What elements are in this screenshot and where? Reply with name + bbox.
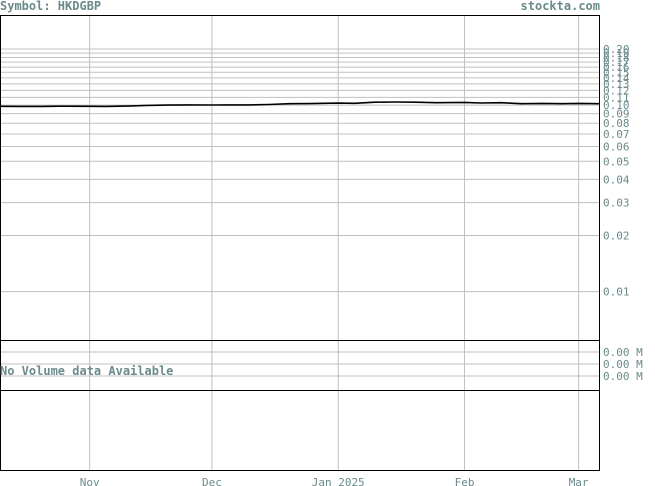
site-label: stockta.com <box>520 0 600 13</box>
y-tick-label: 0.12 <box>603 84 630 97</box>
y-tick-label: 0.03 <box>603 197 630 210</box>
date-panel-frame <box>0 390 600 471</box>
y-tick-label: 0.16 <box>603 61 630 74</box>
y-tick-label: 0.06 <box>603 140 630 153</box>
y-tick-label: 0.01 <box>603 286 630 299</box>
y-tick-label: 0.14 <box>603 72 630 85</box>
y-tick-label: 0.13 <box>603 78 630 91</box>
y-tick-label: 0.17 <box>603 56 630 69</box>
symbol-label: Symbol: HKDGBP <box>0 0 102 13</box>
y-tick-label: 0.18 <box>603 52 630 65</box>
x-tick-label: Feb <box>455 476 475 486</box>
volume-tick-label: 0.00 M <box>603 358 643 371</box>
x-tick-label: Dec <box>202 476 222 486</box>
y-tick-label: 0.09 <box>603 108 630 121</box>
no-volume-message: No Volume data Available <box>0 364 174 378</box>
y-tick-label: 0.07 <box>603 128 630 141</box>
y-tick-label: 0.19 <box>603 47 630 60</box>
x-tick-label: Jan 2025 <box>312 476 365 486</box>
y-tick-label: 0.05 <box>603 155 630 168</box>
price-line <box>0 101 600 108</box>
volume-tick-label: 0.00 M <box>603 346 643 359</box>
y-tick-label: 0.15 <box>603 66 630 79</box>
x-tick-label: Mar <box>569 476 589 486</box>
y-tick-label: 0.08 <box>603 117 630 130</box>
volume-tick-label: 0.00 M <box>603 370 643 383</box>
y-tick-label: 0.10 <box>603 99 630 112</box>
y-tick-label: 0.11 <box>603 91 630 104</box>
y-tick-label: 0.04 <box>603 173 630 186</box>
y-tick-label: 0.02 <box>603 229 630 242</box>
y-tick-label: 0.20 <box>603 43 630 56</box>
x-tick-label: Nov <box>80 476 100 486</box>
